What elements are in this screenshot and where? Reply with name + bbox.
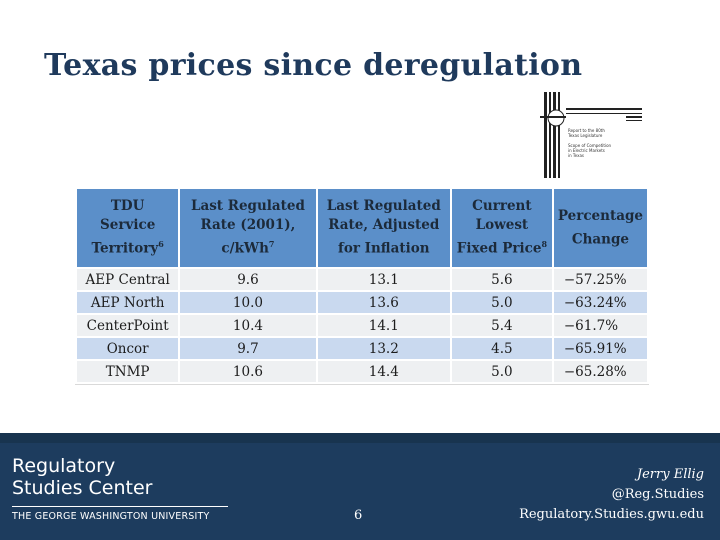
university-name: THE GEORGE WASHINGTON UNIVERSITY xyxy=(12,511,210,522)
cell-pct-change: −57.25% xyxy=(551,267,650,292)
footer-bar: Regulatory Studies Center THE GEORGE WAS… xyxy=(0,433,720,540)
report-line: Scope of Competition xyxy=(568,143,612,148)
table-header-row: TDU Service Territory6 Last Regulated Ra… xyxy=(74,187,650,269)
report-cover-text: Report to the 80th Texas Legislature Sco… xyxy=(568,128,628,158)
cell-territory: Oncor xyxy=(74,336,181,361)
header-rate-adjusted: Last Regulated Rate, Adjusted for Inflat… xyxy=(315,187,452,269)
cell-territory: TNMP xyxy=(74,359,181,384)
report-header-lines xyxy=(566,108,642,121)
cell-rate-adjusted: 13.6 xyxy=(315,290,452,315)
report-cover-thumbnail: Report to the 80th Texas Legislature Sco… xyxy=(540,92,650,178)
cell-current-price: 4.5 xyxy=(449,336,554,361)
author-name: Jerry Ellig xyxy=(636,467,704,482)
header-pct-change: Percentage Change xyxy=(551,187,650,269)
org-divider xyxy=(12,506,228,507)
table-row: AEP North 10.0 13.6 5.0 −63.24% xyxy=(74,290,650,315)
report-line: in Electric Markets xyxy=(568,148,605,153)
cell-rate-2001: 9.7 xyxy=(178,336,318,361)
cell-rate-2001: 10.4 xyxy=(178,313,318,338)
website-link[interactable]: Regulatory.Studies.gwu.edu xyxy=(519,507,704,522)
cell-rate-adjusted: 13.2 xyxy=(315,336,452,361)
cell-current-price: 5.0 xyxy=(449,359,554,384)
twitter-handle: @Reg.Studies xyxy=(611,487,704,502)
org-line-1: Regulatory xyxy=(12,455,116,477)
cell-current-price: 5.4 xyxy=(449,313,554,338)
org-logo-text: Regulatory Studies Center xyxy=(12,455,152,499)
page-number: 6 xyxy=(354,508,363,523)
cell-territory: AEP Central xyxy=(74,267,181,292)
report-line: Report to the 80th xyxy=(568,128,605,133)
org-line-2: Studies Center xyxy=(12,477,153,499)
price-table-container: TDU Service Territory6 Last Regulated Ra… xyxy=(74,187,650,385)
cell-rate-adjusted: 14.4 xyxy=(315,359,452,384)
cell-rate-2001: 9.6 xyxy=(178,267,318,292)
footer-shade xyxy=(0,433,720,443)
table-row: AEP Central 9.6 13.1 5.6 −57.25% xyxy=(74,267,650,292)
table-row: Oncor 9.7 13.2 4.5 −65.91% xyxy=(74,336,650,361)
table-row: TNMP 10.6 14.4 5.0 −65.28% xyxy=(74,359,650,384)
cell-rate-adjusted: 14.1 xyxy=(315,313,452,338)
cell-current-price: 5.0 xyxy=(449,290,554,315)
cell-rate-2001: 10.0 xyxy=(178,290,318,315)
cell-rate-2001: 10.6 xyxy=(178,359,318,384)
price-table: TDU Service Territory6 Last Regulated Ra… xyxy=(74,187,650,384)
header-current-price: Current Lowest Fixed Price8 xyxy=(449,187,554,269)
report-line: in Texas xyxy=(568,153,584,158)
cell-current-price: 5.6 xyxy=(449,267,554,292)
header-territory: TDU Service Territory6 xyxy=(74,187,181,269)
cell-rate-adjusted: 13.1 xyxy=(315,267,452,292)
header-rate-2001: Last Regulated Rate (2001), c/kWh7 xyxy=(178,187,318,269)
cell-territory: AEP North xyxy=(74,290,181,315)
cell-pct-change: −61.7% xyxy=(551,313,650,338)
contact-info: Jerry Ellig @Reg.Studies Regulatory.Stud… xyxy=(519,465,704,525)
legislature-logo-icon xyxy=(540,92,566,178)
cell-pct-change: −63.24% xyxy=(551,290,650,315)
cell-pct-change: −65.91% xyxy=(551,336,650,361)
slide-title: Texas prices since deregulation xyxy=(44,48,583,83)
table-row: CenterPoint 10.4 14.1 5.4 −61.7% xyxy=(74,313,650,338)
cell-territory: CenterPoint xyxy=(74,313,181,338)
cell-pct-change: −65.28% xyxy=(551,359,650,384)
report-line: Texas Legislature xyxy=(568,133,603,138)
